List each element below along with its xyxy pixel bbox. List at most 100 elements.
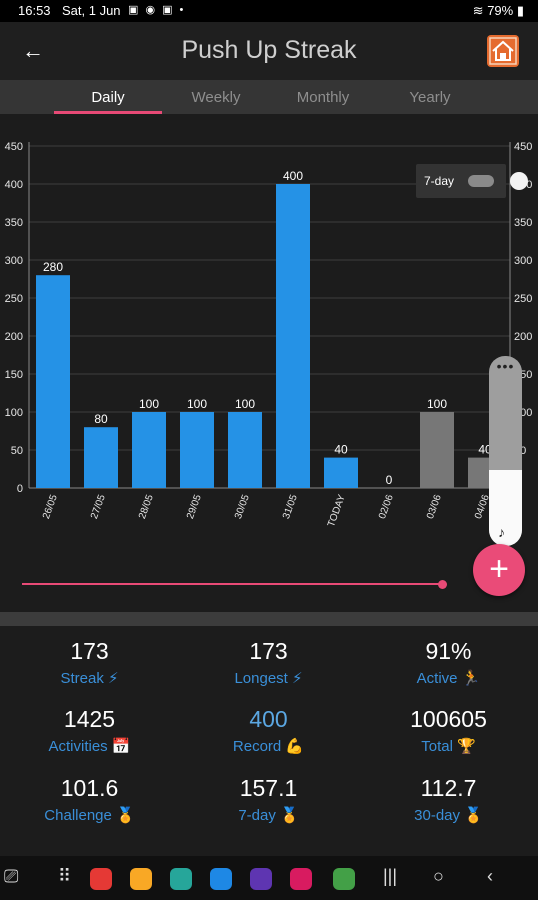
stat-value: 91% [425,638,472,664]
volume-slider[interactable]: ••• ♪ [489,356,522,546]
bar-value-label: 0 [386,473,393,487]
stat-value: 100605 [410,706,487,732]
stat-value: 101.6 [60,775,119,801]
bar [180,412,214,488]
y-tick-label-left: 450 [5,141,23,153]
toggle-track[interactable] [468,172,528,190]
tab-monthly[interactable]: Monthly [296,89,350,106]
seven-day-toggle-label: 7-day [424,174,455,188]
taskbar-app-3-icon[interactable] [170,868,192,890]
stat-label: 7-day 🏅 [238,807,299,824]
stat-label: Record 💪 [232,738,305,755]
system-nav-bar: ⎚ ⠿ ||| ○ ‹ [0,856,538,900]
stat-label: Longest ⚡ [234,670,303,687]
stat-value: 400 [249,706,288,732]
y-tick-label-right: 300 [514,255,532,267]
period-tabs: Daily Weekly Monthly Yearly [0,80,538,114]
x-tick-label: 31/05 [281,493,300,521]
x-tick-label: 30/05 [233,493,252,521]
battery-level: 79% [487,3,514,18]
taskbar-app-6-icon[interactable] [290,868,312,890]
bar [228,412,262,488]
y-tick-label-left: 400 [5,179,23,191]
taskbar-app-2-icon[interactable] [130,868,152,890]
tab-yearly[interactable]: Yearly [409,89,451,106]
stat-value: 173 [70,638,109,664]
tab-weekly[interactable]: Weekly [191,89,241,106]
stat-longest: 173 Longest ⚡ [179,638,358,687]
more-options-icon[interactable]: ••• [496,358,515,374]
taskbar-app-5-icon[interactable] [250,868,272,890]
stat-streak: 173 Streak ⚡ [0,638,179,687]
x-tick-label: 03/06 [425,493,444,521]
stats-panel: 173 Streak ⚡ 173 Longest ⚡ 91% Active 🏃 … [0,626,538,856]
wifi-icon: ≋ [472,3,488,18]
stat-label: Total 🏆 [421,738,476,755]
bar-value-label: 400 [283,169,303,183]
back-arrow-icon[interactable]: ← [22,38,44,63]
y-tick-label-left: 150 [5,369,23,381]
y-tick-label-right: 350 [514,217,532,229]
y-tick-label-left: 200 [5,331,23,343]
stat-label: Challenge 🏅 [44,807,135,824]
toggle-knob[interactable] [510,172,528,190]
stat-value: 173 [249,638,288,664]
range-slider-thumb[interactable] [438,580,447,589]
x-tick-label: 26/05 [41,493,60,521]
bar-value-label: 100 [427,397,447,411]
taskbar-app-1-icon[interactable] [90,868,112,890]
x-tick-label: TODAY [326,493,348,529]
bar [324,457,358,488]
home-button[interactable]: ○ [433,866,444,886]
stat-label: Active 🏃 [416,670,481,687]
taskbar-app-7-icon[interactable] [333,868,355,890]
taskbar-app-4-icon[interactable] [210,868,232,890]
battery-icon: ▮ [516,3,524,18]
y-tick-label-right: 250 [514,293,532,305]
screenshot-icon[interactable]: ⎚ [4,866,19,886]
status-bar: 16:53 Sat, 1 Jun ▣ ◉ ▣ • ≋ 79% ▮ [0,0,538,22]
stat-active: 91% Active 🏃 [359,638,538,687]
range-slider[interactable] [22,576,448,594]
range-slider-track [22,583,442,585]
music-note-icon: ♪ [498,524,505,540]
bar [132,412,166,488]
y-tick-label-left: 250 [5,293,23,305]
stat-record: 400 Record 💪 [179,706,358,755]
apps-grid-icon[interactable]: ⠿ [58,866,72,886]
home-icon[interactable] [487,35,519,67]
status-battery: ≋ 79% ▮ [473,3,524,19]
bar-value-label: 40 [478,443,492,457]
y-tick-label-right: 450 [514,141,532,153]
status-notification-icons: ▣ ◉ ▣ • [128,4,186,16]
volume-level-fill [489,470,522,546]
stat-seven-day: 157.1 7-day 🏅 [179,775,358,824]
y-tick-label-right: 200 [514,331,532,343]
y-tick-label-left: 300 [5,255,23,267]
tab-indicator [54,111,162,114]
stat-label: Activities 📅 [48,738,131,755]
section-divider [0,612,538,626]
stat-activities: 1425 Activities 📅 [0,706,179,755]
status-time: 16:53 [18,3,51,18]
stat-value: 157.1 [239,775,298,801]
recents-button[interactable]: ||| [383,866,398,886]
stat-thirty-day: 112.7 30-day 🏅 [359,775,538,824]
x-tick-label: 29/05 [185,493,204,521]
seven-day-toggle[interactable]: 7-day [416,164,528,198]
stat-value: 1425 [63,706,116,732]
x-tick-label: 28/05 [137,493,156,521]
add-activity-button[interactable]: + [473,544,525,596]
tab-daily[interactable]: Daily [91,89,125,106]
y-tick-label-left: 0 [17,483,23,495]
bar [420,412,454,488]
page-title: Push Up Streak [181,36,357,64]
bar-value-label: 40 [334,443,348,457]
bar [36,275,70,488]
nav-back-button[interactable]: ‹ [487,866,493,886]
stat-challenge: 101.6 Challenge 🏅 [0,775,179,824]
bar-value-label: 100 [235,397,255,411]
stat-label: Streak ⚡ [60,670,119,687]
status-date: Sat, 1 Jun [62,3,121,18]
bar-value-label: 100 [187,397,207,411]
